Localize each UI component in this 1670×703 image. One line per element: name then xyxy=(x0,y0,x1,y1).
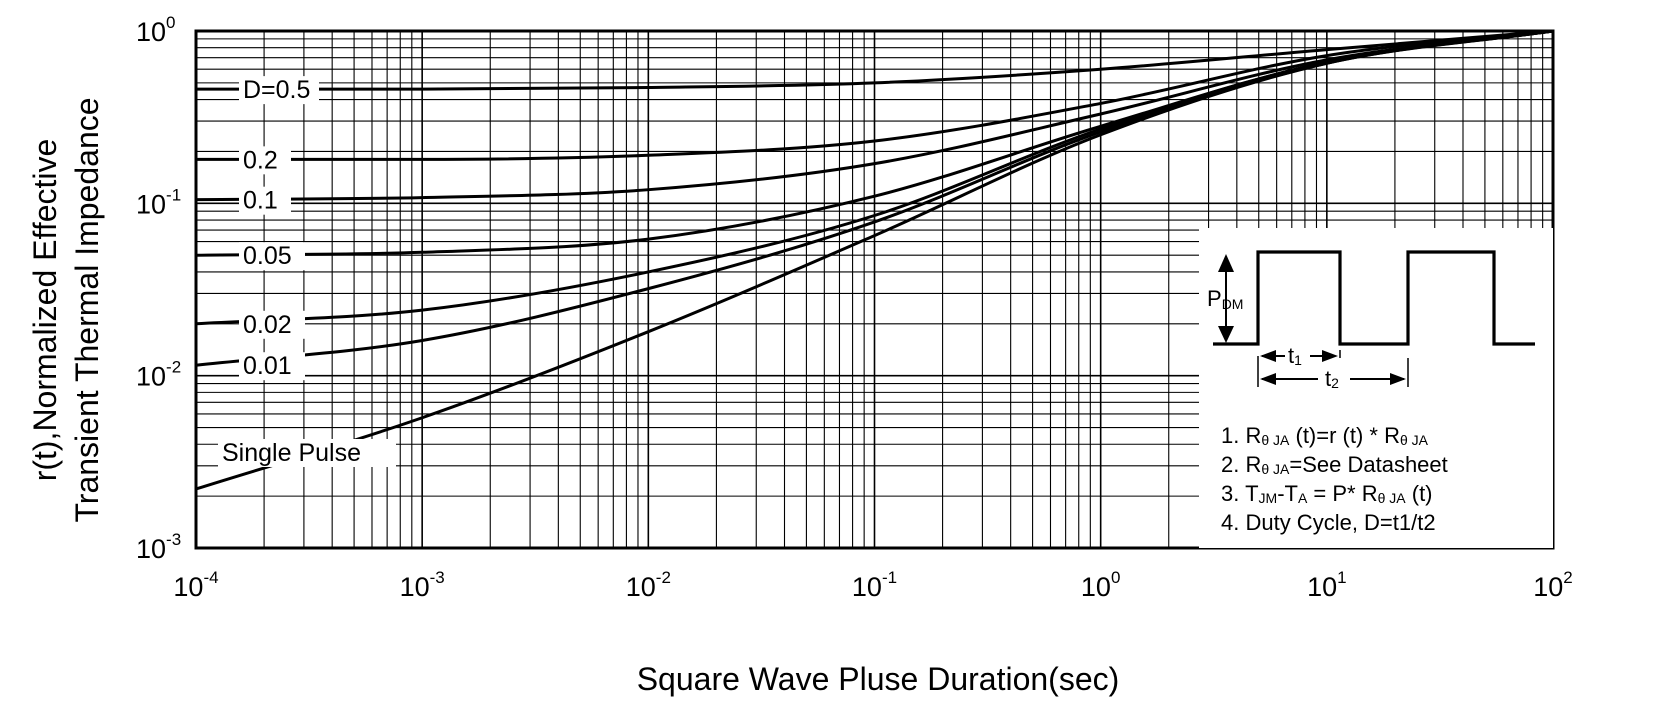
t2-arrow-head-right xyxy=(1390,373,1406,385)
note-text: 3. T xyxy=(1221,481,1259,506)
y-tick-exp: -2 xyxy=(166,358,181,377)
note-text: -T xyxy=(1277,481,1298,506)
pdm-label-sub: DM xyxy=(1222,296,1244,312)
t1-arrow-head-left xyxy=(1260,350,1276,362)
curve-label-bg xyxy=(239,242,305,271)
t1-label: t1 xyxy=(1288,343,1302,368)
x-tick-exp: 2 xyxy=(1563,568,1572,587)
t1-label-sub: 1 xyxy=(1294,352,1302,368)
y-tick-base: 10 xyxy=(136,362,166,392)
y-tick-base: 10 xyxy=(136,189,166,219)
note-text: (t) xyxy=(1406,481,1433,506)
x-axis-title: Square Wave Pluse Duration(sec) xyxy=(637,661,1120,697)
note-subscript: θ JA xyxy=(1261,432,1290,448)
series-line-3 xyxy=(194,29,1555,202)
note-subscript: A xyxy=(1298,490,1308,506)
t2-label: t2 xyxy=(1325,366,1339,391)
y-tick-label-2: 10-2 xyxy=(136,358,181,392)
series-line-7 xyxy=(194,29,1555,491)
curve-label-1: D=0.5 xyxy=(243,76,310,104)
pdm-label: PDM xyxy=(1207,286,1243,312)
y-tick-exp: -1 xyxy=(166,185,181,204)
curve-label-3: 0.1 xyxy=(243,187,278,215)
x-tick-label-7: 102 xyxy=(1533,568,1573,602)
x-tick-label-6: 101 xyxy=(1307,568,1347,602)
note-text: 1. R xyxy=(1221,423,1261,448)
t2-label-sub: 2 xyxy=(1331,375,1339,391)
y-tick-base: 10 xyxy=(136,534,166,564)
x-tick-exp: -4 xyxy=(203,568,218,587)
y-tick-label-1: 10-3 xyxy=(136,530,181,564)
t1-arrow-head-right xyxy=(1322,350,1338,362)
y-axis-title-line-2: Transient Thermal Impedance xyxy=(69,97,105,522)
curve-label-5: 0.02 xyxy=(243,311,292,339)
series-line-1 xyxy=(194,29,1555,91)
curve-label-bg xyxy=(239,352,305,381)
x-tick-label-2: 10-3 xyxy=(400,568,445,602)
series-group xyxy=(194,29,1555,491)
x-tick-base: 10 xyxy=(400,572,430,602)
y-tick-exp: 0 xyxy=(166,13,175,32)
pdm-arrow-head-up xyxy=(1218,254,1234,272)
curve-label-bg xyxy=(239,76,319,105)
pdm-arrow-head-down xyxy=(1218,326,1234,343)
x-tick-exp: -3 xyxy=(430,568,445,587)
pdm-label-main: P xyxy=(1207,286,1222,311)
t2-arrow-head-left xyxy=(1260,373,1276,385)
y-tick-label-4: 100 xyxy=(136,13,176,47)
note-subscript: JM xyxy=(1259,490,1278,506)
x-tick-base: 10 xyxy=(173,572,203,602)
inset-note-2: 2. Rθ JA=See Datasheet xyxy=(1221,452,1448,477)
curve-labels: D=0.5 0.2 0.1 0.05 0.02 0.01 Single Pulse xyxy=(218,76,396,467)
x-tick-label-4: 10-1 xyxy=(852,568,897,602)
inset-note-1: 1. Rθ JA (t)=r (t) * Rθ JA xyxy=(1221,423,1429,448)
note-text: 4. Duty Cycle, D=t1/t2 xyxy=(1221,510,1436,535)
x-tick-base: 10 xyxy=(1533,572,1563,602)
x-tick-base: 10 xyxy=(852,572,882,602)
x-tick-label-3: 10-2 xyxy=(626,568,671,602)
x-tick-exp: 0 xyxy=(1111,568,1120,587)
curve-label-bg xyxy=(239,186,291,215)
inset-note-3: 3. TJM-TA = P* Rθ JA (t) xyxy=(1221,481,1433,506)
curve-label-bg xyxy=(218,438,396,467)
curve-label-7: Single Pulse xyxy=(222,439,361,467)
x-tick-exp: 1 xyxy=(1337,568,1346,587)
x-tick-base: 10 xyxy=(1307,572,1337,602)
curve-label-2: 0.2 xyxy=(243,146,278,174)
y-tick-base: 10 xyxy=(136,17,166,47)
x-tick-exp: -1 xyxy=(882,568,897,587)
x-tick-label-5: 100 xyxy=(1081,568,1121,602)
note-subscript: θ JA xyxy=(1400,432,1429,448)
x-tick-base: 10 xyxy=(626,572,656,602)
pulse-waveform xyxy=(1213,250,1535,346)
x-tick-base: 10 xyxy=(1081,572,1111,602)
note-subscript: θ JA xyxy=(1378,490,1407,506)
y-tick-label-3: 10-1 xyxy=(136,185,181,219)
x-tick-label-1: 10-4 xyxy=(173,568,218,602)
curve-label-bg xyxy=(239,146,291,175)
curve-label-bg xyxy=(239,310,305,339)
note-text: (t)=r (t) * R xyxy=(1289,423,1400,448)
note-text: = P* R xyxy=(1307,481,1377,506)
curve-label-6: 0.01 xyxy=(243,352,292,380)
series-line-2 xyxy=(194,29,1555,161)
note-text: 2. R xyxy=(1221,452,1261,477)
y-tick-exp: -3 xyxy=(166,530,181,549)
t1-label-main: t xyxy=(1288,343,1294,368)
note-subscript: θ JA xyxy=(1261,461,1290,477)
t2-label-main: t xyxy=(1325,366,1331,391)
curve-label-4: 0.05 xyxy=(243,242,292,270)
note-text: =See Datasheet xyxy=(1289,452,1447,477)
y-axis-title-line-1: r(t),Normalized Effective xyxy=(27,139,63,482)
x-tick-exp: -2 xyxy=(656,568,671,587)
inset-note-4: 4. Duty Cycle, D=t1/t2 xyxy=(1221,510,1436,535)
